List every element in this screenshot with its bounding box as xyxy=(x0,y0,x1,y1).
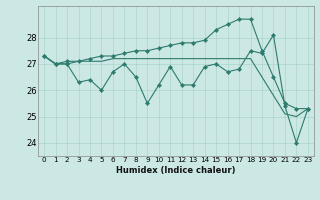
X-axis label: Humidex (Indice chaleur): Humidex (Indice chaleur) xyxy=(116,166,236,175)
